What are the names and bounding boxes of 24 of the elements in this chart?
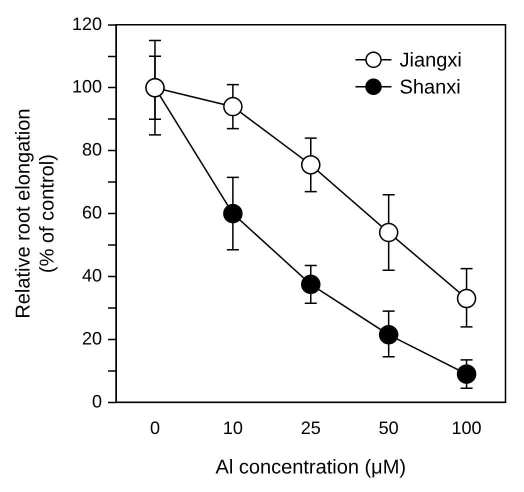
- y-tick-label: 120: [72, 14, 102, 34]
- y-tick-label: 20: [82, 328, 102, 348]
- point: [223, 96, 243, 116]
- legend-label: Jiangxi: [400, 49, 462, 72]
- x-tick-label: 10: [222, 418, 243, 438]
- y-tick-label: 60: [82, 202, 102, 223]
- y-axis-title: Relative root elongation (% of control): [12, 108, 59, 319]
- y-tick-label: 0: [92, 391, 102, 412]
- y-tick-label: 80: [82, 140, 102, 160]
- x-tick-label: 100: [452, 418, 482, 438]
- point: [456, 288, 476, 308]
- x-tick-label: 0: [150, 418, 160, 438]
- y-tick-label: 40: [82, 266, 102, 286]
- x-tick-label: 25: [300, 418, 321, 438]
- point: [456, 364, 476, 384]
- point: [301, 155, 321, 175]
- legend-label: Shanxi: [400, 76, 461, 98]
- point: [378, 324, 398, 344]
- y-tick-label: 100: [72, 76, 102, 97]
- x-axis-title: Al concentration (μM): [216, 456, 406, 479]
- x-tick-label: 50: [378, 418, 399, 438]
- point: [378, 222, 398, 242]
- point: [301, 274, 321, 294]
- point: [223, 204, 243, 224]
